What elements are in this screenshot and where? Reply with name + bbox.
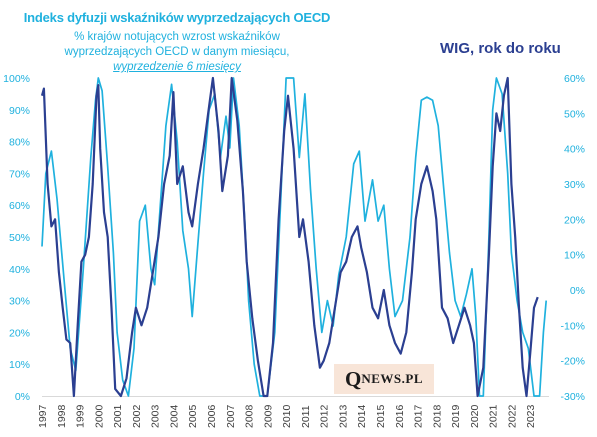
x-axis-tick-label: 2009 [262,404,274,428]
subtitle-line-2: wyprzedzających OECD w danym miesiącu, [64,46,290,58]
x-axis-tick-label: 2015 [375,404,387,428]
series-layer [40,76,548,398]
right-axis-tick-label: 50% [564,108,585,120]
right-axis-tick-label: 40% [564,144,585,156]
x-axis-tick-label: 2019 [450,404,462,428]
right-axis-tick-label: -10% [560,320,585,332]
x-axis-tick-label: 2011 [300,405,312,428]
left-axis-tick-label: 70% [9,168,30,180]
right-axis-tick-label: 30% [564,179,585,191]
right-axis-tick-label: -20% [560,356,585,368]
x-axis-tick-label: 2006 [206,404,218,428]
logo-text: NEWS.PL [361,371,423,386]
qnews-logo: Q NEWS.PL [334,364,434,394]
x-axis-tick-label: 2022 [506,404,518,428]
right-axis-tick-label: 10% [564,250,585,262]
left-axis-tick-label: 20% [9,327,30,339]
wig-series-line [40,76,539,398]
x-axis-tick-label: 2008 [244,404,256,428]
subtitle-line-3: wyprzedzenie 6 miesięcy [113,61,241,73]
right-axis-tick-label: 60% [564,73,585,85]
x-axis-tick-label: 2014 [356,404,368,428]
x-axis-tick-label: 2002 [131,404,143,428]
left-axis-tick-label: 100% [3,73,30,85]
left-axis-ticks: 0% 10% 20% 30% 40% 50% 60% 70% 80% 90% 100% [3,73,30,403]
oecd-series-line [41,77,548,397]
subtitle-line-1: % krajów notujących wzrost wskaźników [74,31,280,43]
x-axis-tick-label: 2023 [525,404,537,428]
left-axis-tick-label: 30% [9,296,30,308]
x-axis-tick-label: 2000 [93,404,105,428]
logo-letter: Q [345,366,362,391]
x-axis-tick-label: 2021 [488,404,500,428]
left-axis-tick-label: 10% [9,359,30,371]
x-axis-ticks: 1997 1998 1999 2000 2001 2002 2003 2004 2005 2006… [37,404,537,428]
x-axis-tick-label: 1999 [75,404,87,428]
x-axis-tick-label: 2020 [469,404,481,428]
left-axis-tick-label: 0% [15,391,30,403]
x-axis-tick-label: 2007 [225,404,237,428]
x-axis-tick-label: 2012 [319,404,331,428]
left-axis-tick-label: 50% [9,232,30,244]
left-axis-tick-label: 60% [9,200,30,212]
right-axis-tick-label: 20% [564,214,585,226]
left-chart-title: Indeks dyfuzji wskaźników wyprzedzającyc… [23,10,331,25]
left-axis-tick-label: 90% [9,105,30,117]
x-axis-tick-label: 1997 [37,404,49,428]
x-axis-tick-label: 2005 [187,404,199,428]
x-axis-tick-label: 2016 [394,404,406,428]
x-axis-tick-label: 2003 [150,404,162,428]
x-axis-tick-label: 2017 [413,404,425,428]
left-axis-tick-label: 40% [9,264,30,276]
x-axis-tick-label: 2004 [168,404,180,428]
right-chart-title: WIG, rok do roku [440,40,561,57]
x-axis-tick-label: 2010 [281,404,293,428]
x-axis-tick-label: 2001 [112,404,124,428]
x-axis-tick-label: 2018 [431,404,443,428]
x-axis-tick-label: 2013 [337,404,349,428]
right-axis-ticks: -30% -20% -10% 0% 10% 20% 30% 40% 50% 60% [560,73,585,403]
x-axis-tick-label: 1998 [56,404,68,428]
left-chart-subtitle: % krajów notujących wzrost wskaźników wy… [12,30,342,75]
right-axis-tick-label: -30% [560,391,585,403]
right-axis-tick-label: 0% [570,285,585,297]
left-axis-tick-label: 80% [9,137,30,149]
